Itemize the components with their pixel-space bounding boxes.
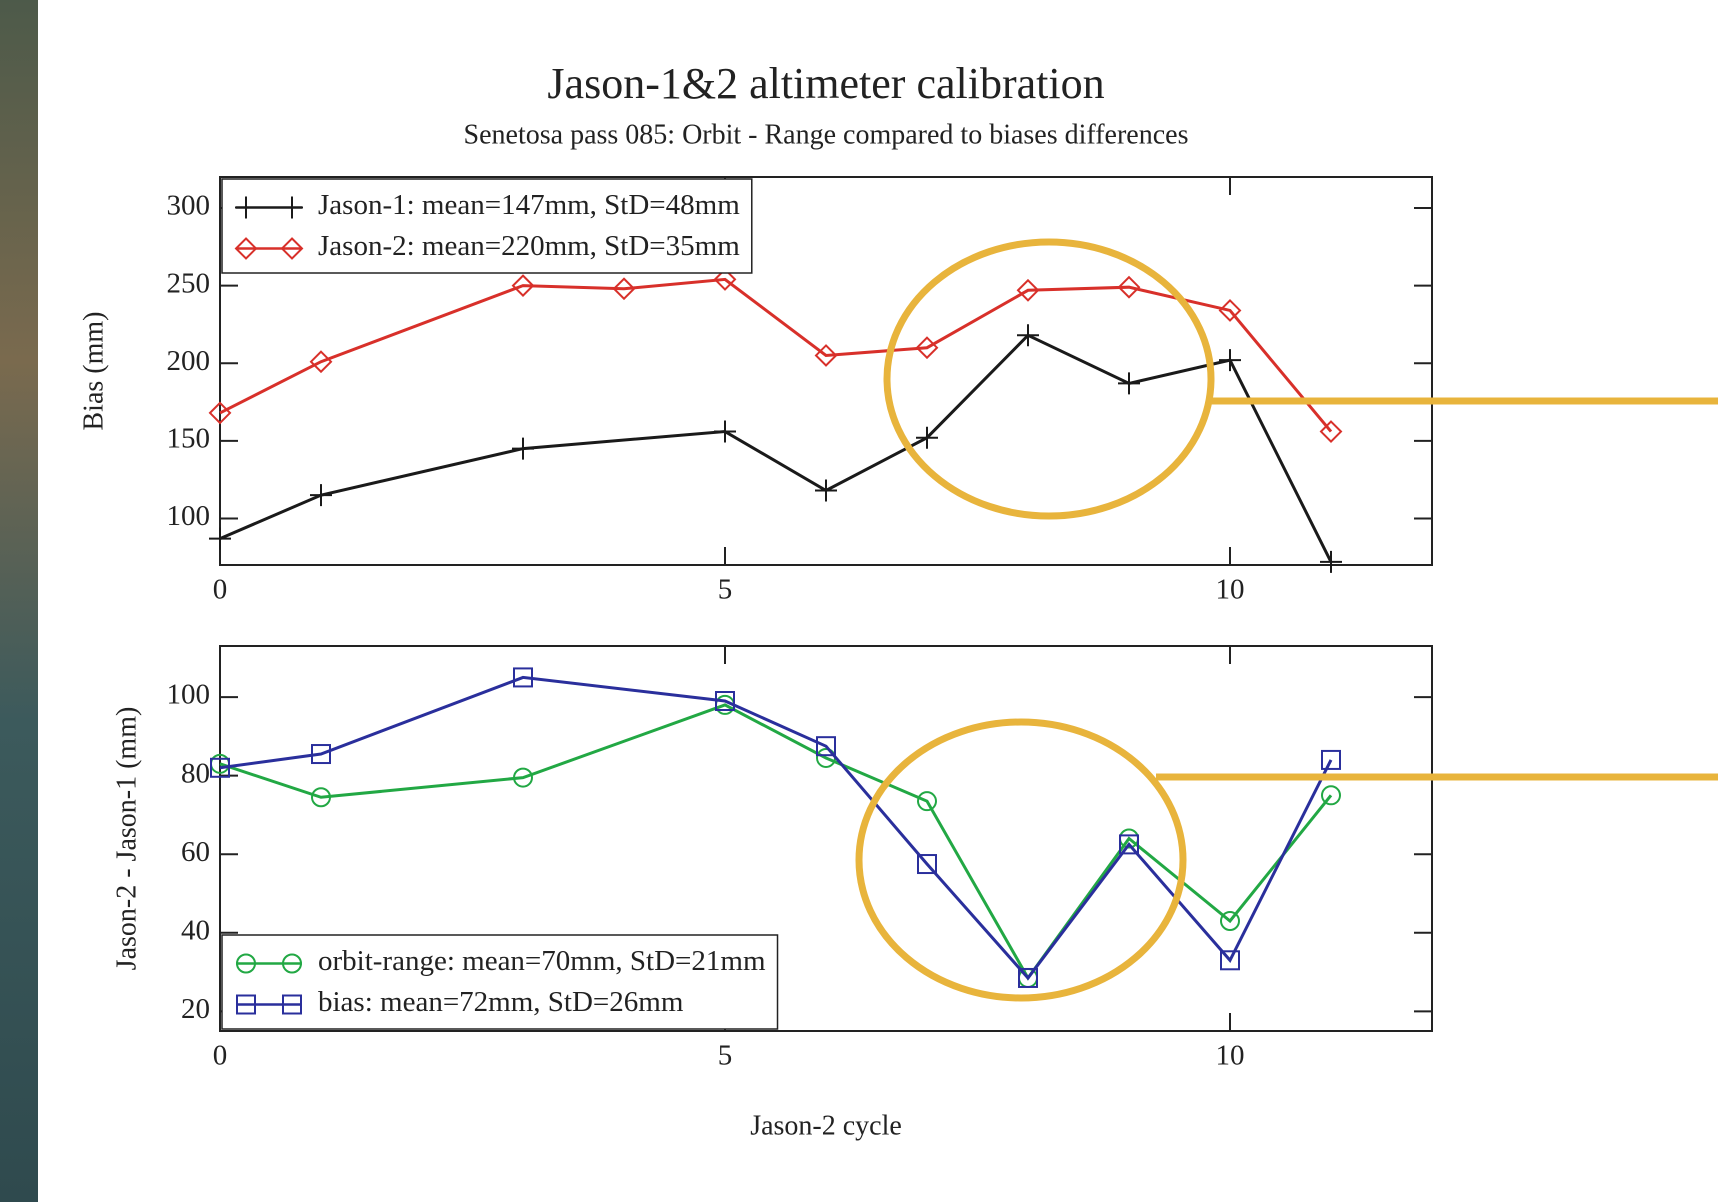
plot-frame xyxy=(219,645,1433,1032)
y-tick-label: 100 xyxy=(167,679,211,711)
marker xyxy=(310,484,332,507)
series-line xyxy=(219,675,1333,981)
marker xyxy=(512,437,534,460)
marker xyxy=(1321,785,1341,806)
marker xyxy=(816,736,836,757)
marker xyxy=(915,336,939,360)
marker xyxy=(1319,420,1343,443)
legend: orbit-range: mean=70mm, StD=21mm bias: me… xyxy=(221,934,779,1030)
legend-label: bias: mean=72mm, StD=26mm xyxy=(318,986,684,1018)
marker xyxy=(209,527,231,550)
marker xyxy=(714,420,736,443)
marker xyxy=(1220,911,1240,931)
legend-marker xyxy=(282,953,302,974)
x-tick-label: 5 xyxy=(718,1040,733,1072)
highlight-ellipse xyxy=(855,718,1187,1002)
marker xyxy=(715,691,735,711)
marker xyxy=(309,350,333,374)
x-tick-label: 0 xyxy=(213,1040,228,1072)
x-tick-label: 5 xyxy=(718,574,733,606)
marker xyxy=(1117,275,1141,299)
marker xyxy=(513,767,533,788)
marker xyxy=(1118,372,1140,395)
series-line xyxy=(219,277,1333,433)
marker xyxy=(1220,950,1240,971)
y-tick-label: 40 xyxy=(181,914,210,946)
marker xyxy=(1321,749,1341,770)
legend-box xyxy=(221,178,753,274)
marker xyxy=(917,854,937,875)
legend-label: Jason-1: mean=147mm, StD=48mm xyxy=(318,189,740,221)
y-tick-label: 100 xyxy=(167,500,211,532)
x-axis-label: Jason-2 cycle xyxy=(750,1110,902,1141)
x-tick-label: 10 xyxy=(1216,574,1245,606)
legend-marker xyxy=(282,994,302,1015)
annotations xyxy=(855,238,1718,1002)
plot-frame xyxy=(219,176,1433,566)
legend-marker xyxy=(280,237,304,260)
marker xyxy=(612,277,636,301)
marker xyxy=(917,791,937,812)
marker xyxy=(1119,834,1139,855)
y-axis-label: Jason-2 - Jason-1 (mm) xyxy=(111,707,142,971)
charts: Jason-1&2 altimeter calibration Senetosa … xyxy=(78,59,1433,1141)
legend: Jason-1: mean=147mm, StD=48mm Jason-2: me… xyxy=(221,178,753,274)
y-tick-label: 200 xyxy=(167,345,211,377)
marker xyxy=(1219,349,1241,372)
marker xyxy=(1018,967,1038,988)
chart-title: Jason-1&2 altimeter calibration xyxy=(547,59,1104,108)
legend-label: orbit-range: mean=70mm, StD=21mm xyxy=(318,945,766,977)
y-tick-label: 300 xyxy=(167,190,211,222)
y-tick-label: 60 xyxy=(181,836,210,868)
chart-subtitle: Senetosa pass 085: Orbit - Range compare… xyxy=(464,119,1189,150)
x-tick-label: 10 xyxy=(1216,1040,1245,1072)
legend-label: Jason-2: mean=220mm, StD=35mm xyxy=(318,230,740,262)
y-tick-label: 150 xyxy=(167,422,211,454)
legend-marker xyxy=(236,953,256,974)
marker xyxy=(210,757,230,778)
y-tick-label: 250 xyxy=(167,267,211,299)
highlight-ellipse xyxy=(883,238,1215,520)
photo-strip xyxy=(0,0,38,1202)
marker xyxy=(713,268,737,291)
x-tick-label: 0 xyxy=(213,574,228,606)
legend-marker xyxy=(236,994,256,1015)
legend-box xyxy=(221,934,779,1030)
legend-marker xyxy=(235,196,257,219)
marker xyxy=(311,787,331,808)
marker xyxy=(814,344,838,367)
marker xyxy=(511,274,535,298)
marker xyxy=(1017,324,1039,347)
marker xyxy=(815,479,837,502)
marker xyxy=(1320,550,1342,573)
marker xyxy=(208,401,232,425)
marker xyxy=(1016,278,1040,302)
marker xyxy=(513,667,533,688)
marker xyxy=(916,426,938,449)
y-tick-label: 20 xyxy=(181,993,210,1025)
legend-marker xyxy=(281,196,303,219)
marker xyxy=(1218,299,1242,322)
y-tick-label: 80 xyxy=(181,757,210,789)
y-axis-label: Bias (mm) xyxy=(78,312,109,431)
legend-marker xyxy=(234,237,258,260)
marker xyxy=(311,744,331,765)
series-line xyxy=(219,333,1333,563)
